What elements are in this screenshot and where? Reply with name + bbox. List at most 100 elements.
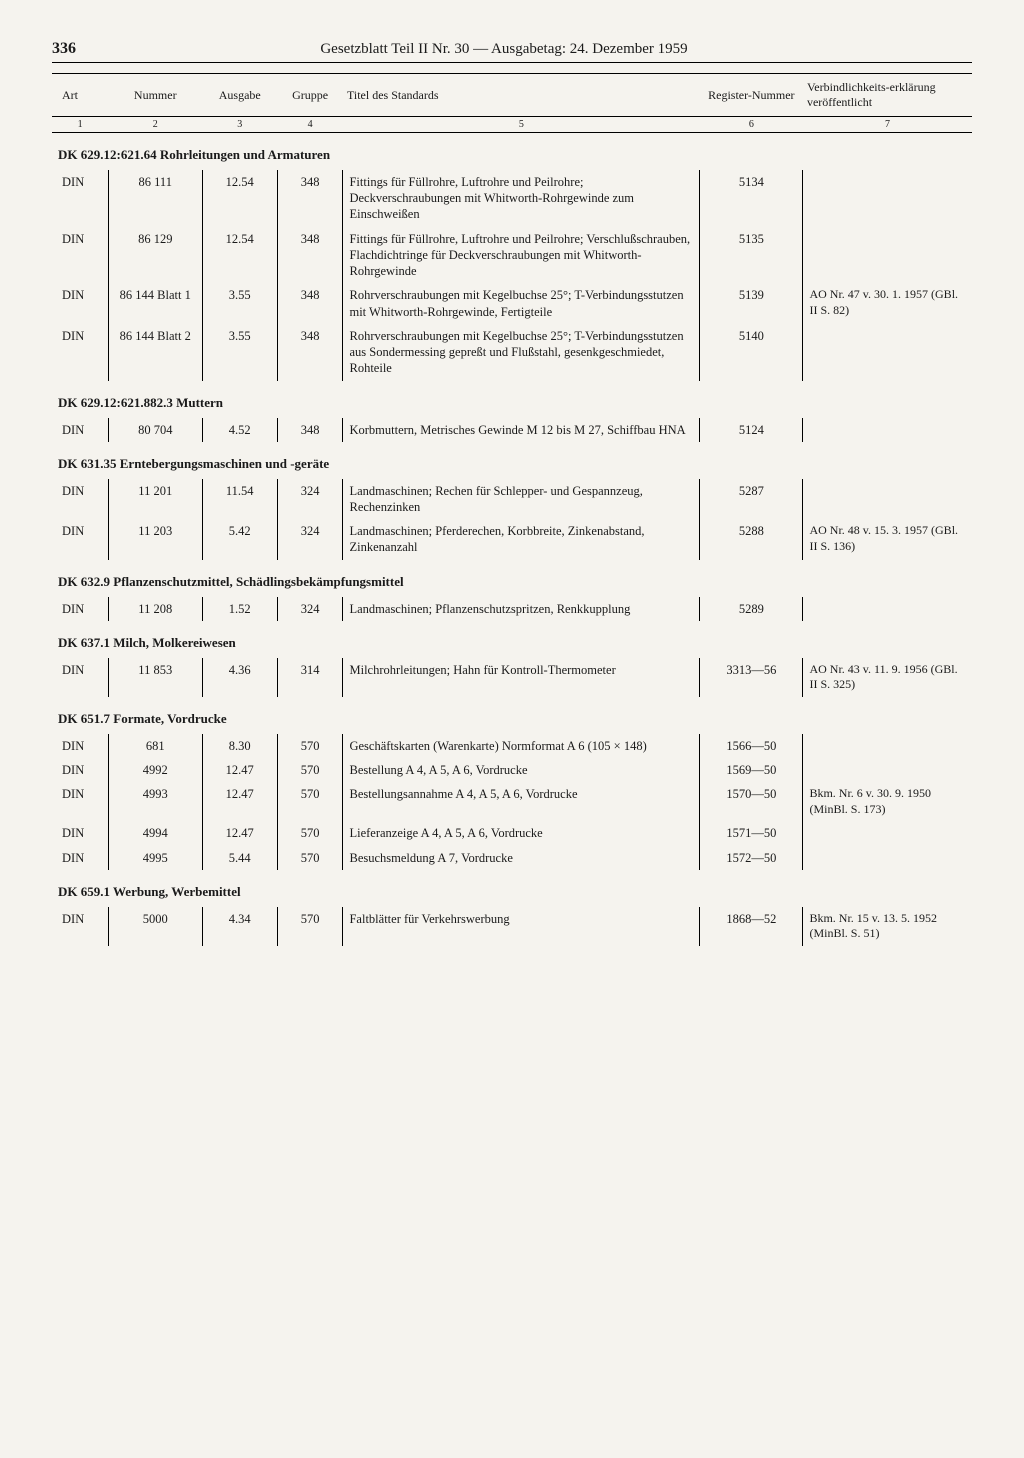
cell-art: DIN bbox=[52, 821, 108, 845]
cell-gruppe: 570 bbox=[277, 782, 343, 821]
cell-verbind bbox=[803, 170, 972, 227]
cell-art: DIN bbox=[52, 846, 108, 870]
colnum-6: 6 bbox=[700, 117, 803, 133]
cell-nummer: 11 853 bbox=[108, 658, 202, 697]
table-row: DIN86 11112.54348Fittings für Füllrohre,… bbox=[52, 170, 972, 227]
cell-gruppe: 348 bbox=[277, 170, 343, 227]
section-heading-row: DK 629.12:621.882.3 Muttern bbox=[52, 381, 972, 418]
cell-ausgabe: 5.44 bbox=[202, 846, 277, 870]
cell-ausgabe: 12.47 bbox=[202, 758, 277, 782]
cell-art: DIN bbox=[52, 324, 108, 381]
cell-ausgabe: 4.36 bbox=[202, 658, 277, 697]
cell-ausgabe: 5.42 bbox=[202, 519, 277, 560]
table-row: DIN80 7044.52348Korbmuttern, Metrisches … bbox=[52, 418, 972, 442]
table-body: DK 629.12:621.64 Rohrleitungen und Armat… bbox=[52, 133, 972, 947]
cell-gruppe: 324 bbox=[277, 479, 343, 520]
colnum-5: 5 bbox=[343, 117, 700, 133]
section-heading: DK 632.9 Pflanzenschutzmittel, Schädling… bbox=[52, 560, 972, 597]
cell-nummer: 11 201 bbox=[108, 479, 202, 520]
cell-verbind bbox=[803, 758, 972, 782]
cell-register: 5287 bbox=[700, 479, 803, 520]
cell-verbind bbox=[803, 324, 972, 381]
table-row: DIN499212.47570Bestellung A 4, A 5, A 6,… bbox=[52, 758, 972, 782]
section-heading-row: DK 651.7 Formate, Vordrucke bbox=[52, 697, 972, 734]
cell-titel: Besuchsmeldung A 7, Vordrucke bbox=[343, 846, 700, 870]
cell-gruppe: 570 bbox=[277, 758, 343, 782]
cell-verbind: AO Nr. 48 v. 15. 3. 1957 (GBl. II S. 136… bbox=[803, 519, 972, 560]
section-heading-row: DK 632.9 Pflanzenschutzmittel, Schädling… bbox=[52, 560, 972, 597]
cell-verbind bbox=[803, 846, 972, 870]
cell-nummer: 80 704 bbox=[108, 418, 202, 442]
cell-nummer: 4993 bbox=[108, 782, 202, 821]
cell-art: DIN bbox=[52, 758, 108, 782]
cell-ausgabe: 3.55 bbox=[202, 324, 277, 381]
cell-verbind bbox=[803, 734, 972, 758]
cell-nummer: 86 144 Blatt 1 bbox=[108, 283, 202, 324]
cell-register: 1570—50 bbox=[700, 782, 803, 821]
section-heading-row: DK 659.1 Werbung, Werbemittel bbox=[52, 870, 972, 907]
colnum-3: 3 bbox=[202, 117, 277, 133]
cell-art: DIN bbox=[52, 907, 108, 946]
cell-gruppe: 348 bbox=[277, 227, 343, 284]
standards-table: Art Nummer Ausgabe Gruppe Titel des Stan… bbox=[52, 73, 972, 946]
cell-art: DIN bbox=[52, 283, 108, 324]
page-container: 336 Gesetzblatt Teil II Nr. 30 — Ausgabe… bbox=[52, 40, 972, 946]
cell-titel: Bestellung A 4, A 5, A 6, Vordrucke bbox=[343, 758, 700, 782]
page-number: 336 bbox=[52, 40, 76, 58]
cell-titel: Faltblätter für Verkehrswerbung bbox=[343, 907, 700, 946]
cell-art: DIN bbox=[52, 418, 108, 442]
page-header: 336 Gesetzblatt Teil II Nr. 30 — Ausgabe… bbox=[52, 40, 972, 63]
section-heading: DK 631.35 Erntebergungsmaschinen und -ge… bbox=[52, 442, 972, 479]
cell-register: 5134 bbox=[700, 170, 803, 227]
cell-gruppe: 570 bbox=[277, 907, 343, 946]
cell-ausgabe: 4.52 bbox=[202, 418, 277, 442]
cell-titel: Milchrohrleitungen; Hahn für Kontroll-Th… bbox=[343, 658, 700, 697]
cell-ausgabe: 1.52 bbox=[202, 597, 277, 621]
table-row: DIN499412.47570Lieferanzeige A 4, A 5, A… bbox=[52, 821, 972, 845]
col-header-gruppe: Gruppe bbox=[277, 74, 343, 117]
cell-verbind bbox=[803, 479, 972, 520]
cell-verbind bbox=[803, 821, 972, 845]
colnum-row: 1 2 3 4 5 6 7 bbox=[52, 117, 972, 133]
col-header-ausgabe: Ausgabe bbox=[202, 74, 277, 117]
cell-titel: Fittings für Füllrohre, Luftrohre und Pe… bbox=[343, 170, 700, 227]
cell-art: DIN bbox=[52, 479, 108, 520]
cell-register: 1566—50 bbox=[700, 734, 803, 758]
cell-register: 1868—52 bbox=[700, 907, 803, 946]
cell-gruppe: 348 bbox=[277, 418, 343, 442]
cell-titel: Landmaschinen; Pferderechen, Korbbreite,… bbox=[343, 519, 700, 560]
table-row: DIN50004.34570Faltblätter für Verkehrswe… bbox=[52, 907, 972, 946]
cell-titel: Lieferanzeige A 4, A 5, A 6, Vordrucke bbox=[343, 821, 700, 845]
cell-art: DIN bbox=[52, 170, 108, 227]
section-heading: DK 651.7 Formate, Vordrucke bbox=[52, 697, 972, 734]
section-heading: DK 629.12:621.882.3 Muttern bbox=[52, 381, 972, 418]
cell-verbind: Bkm. Nr. 6 v. 30. 9. 1950 (MinBl. S. 173… bbox=[803, 782, 972, 821]
cell-titel: Fittings für Füllrohre, Luftrohre und Pe… bbox=[343, 227, 700, 284]
colnum-7: 7 bbox=[803, 117, 972, 133]
cell-verbind bbox=[803, 597, 972, 621]
cell-art: DIN bbox=[52, 734, 108, 758]
col-header-art: Art bbox=[52, 74, 108, 117]
cell-ausgabe: 12.47 bbox=[202, 782, 277, 821]
cell-register: 5289 bbox=[700, 597, 803, 621]
cell-ausgabe: 12.54 bbox=[202, 170, 277, 227]
table-row: DIN11 8534.36314Milchrohrleitungen; Hahn… bbox=[52, 658, 972, 697]
cell-gruppe: 570 bbox=[277, 846, 343, 870]
cell-register: 3313—56 bbox=[700, 658, 803, 697]
table-row: DIN86 144 Blatt 13.55348Rohrverschraubun… bbox=[52, 283, 972, 324]
cell-register: 5124 bbox=[700, 418, 803, 442]
cell-register: 5139 bbox=[700, 283, 803, 324]
table-row: DIN49955.44570Besuchsmeldung A 7, Vordru… bbox=[52, 846, 972, 870]
cell-titel: Geschäftskarten (Warenkarte) Normformat … bbox=[343, 734, 700, 758]
cell-register: 1572—50 bbox=[700, 846, 803, 870]
cell-gruppe: 324 bbox=[277, 519, 343, 560]
cell-nummer: 86 144 Blatt 2 bbox=[108, 324, 202, 381]
cell-gruppe: 348 bbox=[277, 283, 343, 324]
cell-register: 5140 bbox=[700, 324, 803, 381]
cell-art: DIN bbox=[52, 227, 108, 284]
cell-nummer: 681 bbox=[108, 734, 202, 758]
cell-verbind: AO Nr. 47 v. 30. 1. 1957 (GBl. II S. 82) bbox=[803, 283, 972, 324]
cell-titel: Bestellungsannahme A 4, A 5, A 6, Vordru… bbox=[343, 782, 700, 821]
cell-ausgabe: 12.54 bbox=[202, 227, 277, 284]
cell-art: DIN bbox=[52, 597, 108, 621]
